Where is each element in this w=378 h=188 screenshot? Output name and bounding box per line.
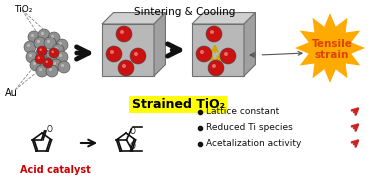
- Circle shape: [49, 48, 59, 58]
- Circle shape: [36, 65, 48, 77]
- Text: Au: Au: [5, 88, 18, 98]
- Circle shape: [49, 52, 52, 55]
- Circle shape: [61, 64, 64, 67]
- Circle shape: [59, 42, 62, 45]
- Circle shape: [116, 26, 132, 42]
- Circle shape: [51, 35, 54, 38]
- Text: Acid catalyst: Acid catalyst: [20, 165, 90, 175]
- Circle shape: [26, 51, 38, 63]
- Circle shape: [24, 41, 36, 53]
- Circle shape: [28, 31, 40, 43]
- Circle shape: [59, 54, 62, 57]
- Circle shape: [31, 34, 34, 37]
- Circle shape: [212, 64, 216, 68]
- Circle shape: [39, 68, 42, 71]
- Circle shape: [29, 54, 32, 57]
- Circle shape: [48, 32, 60, 44]
- Text: Tensile: Tensile: [311, 39, 352, 49]
- Circle shape: [134, 52, 138, 56]
- Polygon shape: [295, 13, 365, 83]
- Circle shape: [120, 30, 124, 34]
- Circle shape: [106, 46, 122, 62]
- Circle shape: [200, 50, 204, 54]
- Text: Reduced Ti species: Reduced Ti species: [206, 124, 293, 133]
- Circle shape: [51, 51, 54, 53]
- Circle shape: [53, 62, 56, 65]
- Circle shape: [49, 68, 52, 71]
- Circle shape: [47, 40, 50, 43]
- Polygon shape: [154, 13, 166, 76]
- Circle shape: [122, 64, 126, 68]
- Circle shape: [45, 61, 48, 63]
- Circle shape: [40, 57, 52, 69]
- Circle shape: [110, 50, 114, 54]
- Circle shape: [118, 60, 134, 76]
- Text: O: O: [130, 142, 135, 151]
- Circle shape: [56, 39, 68, 51]
- Circle shape: [33, 62, 36, 65]
- Text: Strained TiO₂: Strained TiO₂: [132, 98, 225, 111]
- Circle shape: [56, 51, 68, 63]
- Polygon shape: [192, 24, 244, 76]
- Circle shape: [35, 54, 45, 64]
- Text: Acetalization activity: Acetalization activity: [206, 139, 301, 149]
- Polygon shape: [102, 13, 166, 24]
- Circle shape: [58, 61, 70, 73]
- Circle shape: [37, 40, 40, 43]
- Circle shape: [50, 59, 62, 71]
- Circle shape: [41, 32, 44, 35]
- Text: Lattice constant: Lattice constant: [206, 108, 279, 117]
- Circle shape: [38, 29, 50, 41]
- Text: O: O: [130, 127, 135, 136]
- Circle shape: [37, 57, 40, 59]
- Circle shape: [27, 44, 30, 47]
- Circle shape: [36, 47, 48, 59]
- Circle shape: [196, 46, 212, 62]
- Circle shape: [44, 37, 56, 49]
- Circle shape: [39, 49, 42, 51]
- Circle shape: [208, 60, 224, 76]
- Text: strain: strain: [315, 50, 349, 60]
- Circle shape: [43, 58, 53, 68]
- Polygon shape: [102, 24, 154, 76]
- Circle shape: [55, 47, 58, 50]
- Circle shape: [46, 65, 58, 77]
- Text: Sintering & Cooling: Sintering & Cooling: [134, 7, 236, 17]
- Text: O: O: [46, 125, 53, 134]
- Circle shape: [34, 37, 46, 49]
- Circle shape: [52, 44, 64, 56]
- Text: TiO₂: TiO₂: [14, 5, 33, 14]
- Circle shape: [210, 30, 214, 34]
- Circle shape: [37, 46, 47, 56]
- Circle shape: [46, 49, 58, 61]
- Polygon shape: [244, 13, 256, 76]
- Polygon shape: [192, 13, 256, 24]
- Circle shape: [39, 50, 42, 53]
- Circle shape: [43, 60, 46, 63]
- Circle shape: [30, 59, 42, 71]
- Circle shape: [206, 26, 222, 42]
- Circle shape: [224, 52, 228, 56]
- Circle shape: [220, 48, 236, 64]
- Circle shape: [130, 48, 146, 64]
